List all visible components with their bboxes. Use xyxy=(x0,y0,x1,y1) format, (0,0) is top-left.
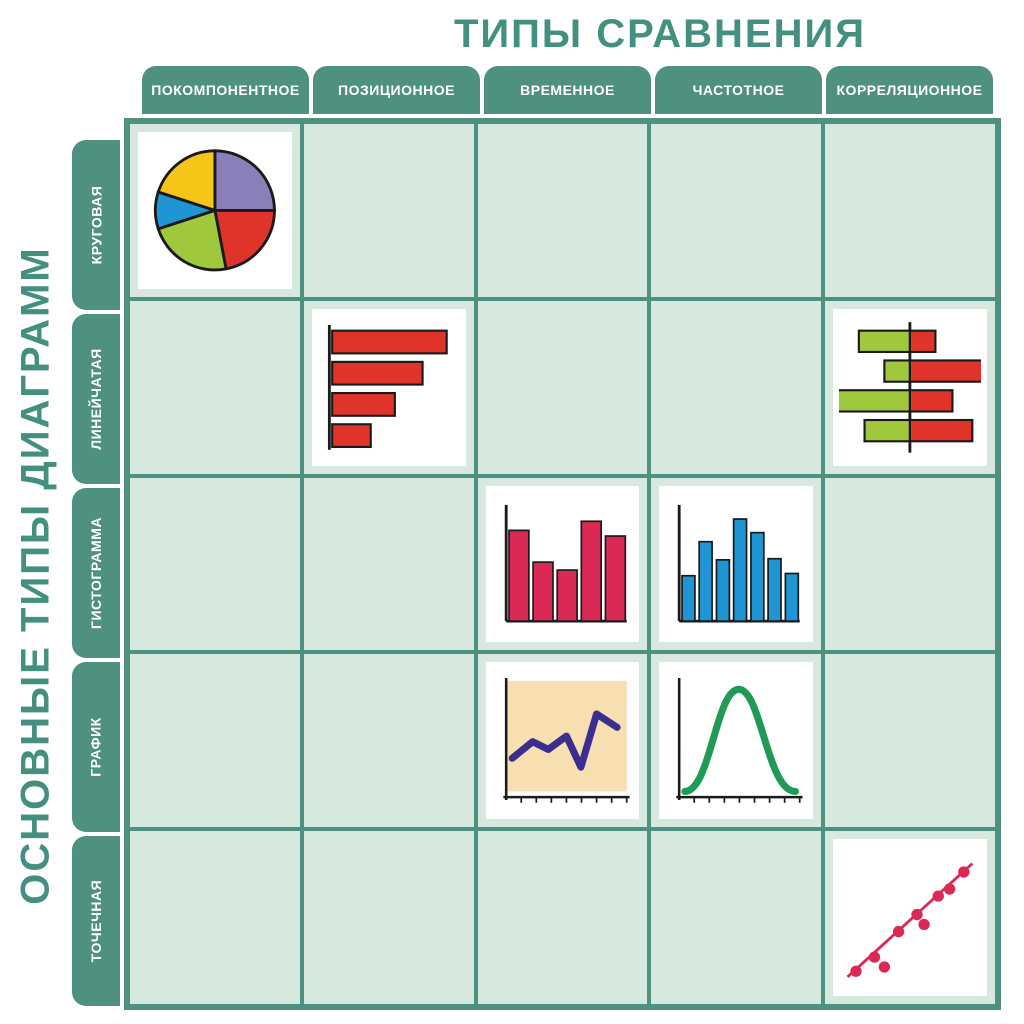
matrix-grid xyxy=(124,118,1001,1010)
cell-r1-c4 xyxy=(823,299,997,476)
cell-r0-c3 xyxy=(649,122,823,299)
cell-r3-c0 xyxy=(128,652,302,829)
cell-r1-c0 xyxy=(128,299,302,476)
line-chart xyxy=(486,662,640,819)
pie-chart xyxy=(138,132,292,289)
row-header-1: ЛИНЕЙЧАТАЯ xyxy=(72,314,120,484)
cell-r2-c0 xyxy=(128,476,302,653)
cell-r3-c1 xyxy=(302,652,476,829)
title-diagram-types: ОСНОВНЫЕ ТИПЫ ДИАГРАММ xyxy=(8,140,64,1010)
col-header-1: ПОЗИЦИОННОЕ xyxy=(313,66,480,114)
cell-r2-c1 xyxy=(302,476,476,653)
vbar-chart xyxy=(659,486,813,643)
col-header-3: ЧАСТОТНОЕ xyxy=(655,66,822,114)
cell-r1-c2 xyxy=(476,299,650,476)
title-diagram-types-text: ОСНОВНЫЕ ТИПЫ ДИАГРАММ xyxy=(14,246,59,904)
scatter-chart xyxy=(833,839,987,996)
row-header-4: ТОЧЕЧНАЯ xyxy=(72,836,120,1006)
cell-r4-c1 xyxy=(302,829,476,1006)
cell-r1-c1 xyxy=(302,299,476,476)
row-header-0: КРУГОВАЯ xyxy=(72,140,120,310)
bell-chart xyxy=(659,662,813,819)
cell-r3-c4 xyxy=(823,652,997,829)
cell-r0-c1 xyxy=(302,122,476,299)
cell-r1-c3 xyxy=(649,299,823,476)
cell-r3-c3 xyxy=(649,652,823,829)
col-header-2: ВРЕМЕННОЕ xyxy=(484,66,651,114)
diverging_hbar-chart xyxy=(833,309,987,466)
hbar-chart xyxy=(312,309,466,466)
cell-r0-c0 xyxy=(128,122,302,299)
cell-r2-c4 xyxy=(823,476,997,653)
col-header-4: КОРРЕЛЯЦИОННОЕ xyxy=(826,66,993,114)
col-header-0: ПОКОМПОНЕНТНОЕ xyxy=(142,66,309,114)
cell-r2-c3 xyxy=(649,476,823,653)
cell-r4-c0 xyxy=(128,829,302,1006)
cell-r4-c4 xyxy=(823,829,997,1006)
row-header-3: ГРАФИК xyxy=(72,662,120,832)
column-headers: ПОКОМПОНЕНТНОЕПОЗИЦИОННОЕВРЕМЕННОЕЧАСТОТ… xyxy=(142,66,993,114)
cell-r0-c2 xyxy=(476,122,650,299)
cell-r3-c2 xyxy=(476,652,650,829)
vbar-chart xyxy=(486,486,640,643)
cell-r2-c2 xyxy=(476,476,650,653)
row-headers: КРУГОВАЯЛИНЕЙЧАТАЯГИСТОГРАММАГРАФИКТОЧЕЧ… xyxy=(72,140,120,1006)
cell-r4-c3 xyxy=(649,829,823,1006)
title-comparison-types: ТИПЫ СРАВНЕНИЯ xyxy=(310,12,1010,57)
cell-r0-c4 xyxy=(823,122,997,299)
cell-r4-c2 xyxy=(476,829,650,1006)
row-header-2: ГИСТОГРАММА xyxy=(72,488,120,658)
